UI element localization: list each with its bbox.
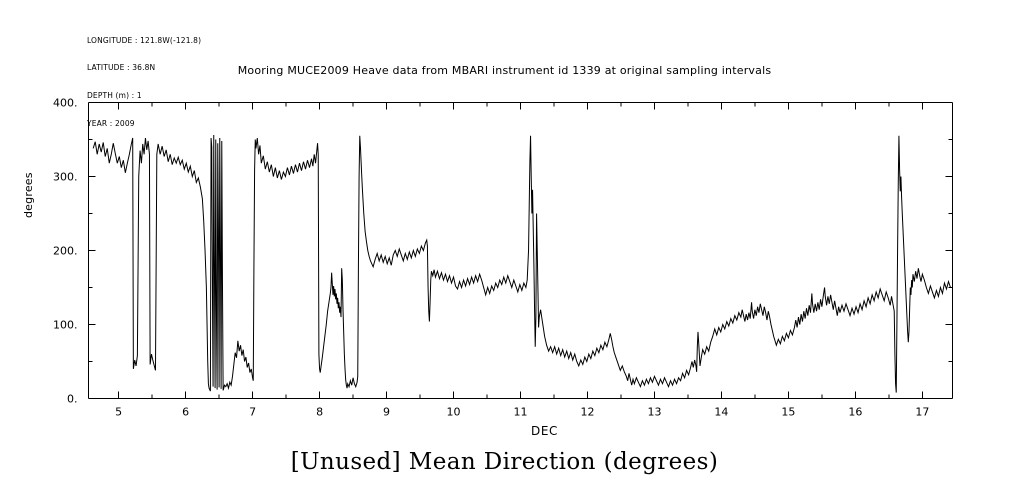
metadata-longitude: LONGITUDE : 121.8W(-121.8) [87,35,202,45]
metadata-latitude: LATITUDE : 36.8N [87,63,156,73]
metadata-block: LONGITUDE : 121.8W(-121.8) LATITUDE : 36… [87,17,201,147]
svg-text:5: 5 [115,406,122,419]
x-axis-label: DEC [0,424,1009,438]
svg-text:14: 14 [714,406,728,419]
svg-text:0.: 0. [67,393,78,406]
metadata-year: YEAR : 2009 [87,119,135,129]
svg-text:9: 9 [383,406,390,419]
data-line [92,135,951,393]
svg-text:8: 8 [316,406,323,419]
axes-group [87,101,954,400]
chart-title: Mooring MUCE2009 Heave data from MBARI i… [0,64,1009,77]
svg-text:200.: 200. [53,245,78,258]
chart-title-text: Mooring MUCE2009 Heave data from MBARI i… [237,64,772,77]
svg-text:12: 12 [580,406,594,419]
svg-text:11: 11 [514,406,528,419]
svg-text:400.: 400. [53,97,78,110]
svg-text:15: 15 [781,406,795,419]
svg-text:100.: 100. [53,319,78,332]
figure-caption: [Unused] Mean Direction (degrees) [290,449,719,475]
svg-text:6: 6 [182,406,189,419]
tick-labels-group: 5 6 7 8 9 10 11 12 13 14 15 16 17 0. 100. 200. 300. 400. [53,97,929,419]
data-series-group [92,135,951,393]
svg-text:10: 10 [447,406,461,419]
svg-text:13: 13 [647,406,661,419]
svg-text:300.: 300. [53,171,78,184]
metadata-depth: DEPTH (m) : 1 [87,91,142,101]
svg-text:7: 7 [249,406,256,419]
svg-text:16: 16 [848,406,862,419]
x-axis-label-text: DEC [530,424,558,438]
svg-text:17: 17 [915,406,929,419]
